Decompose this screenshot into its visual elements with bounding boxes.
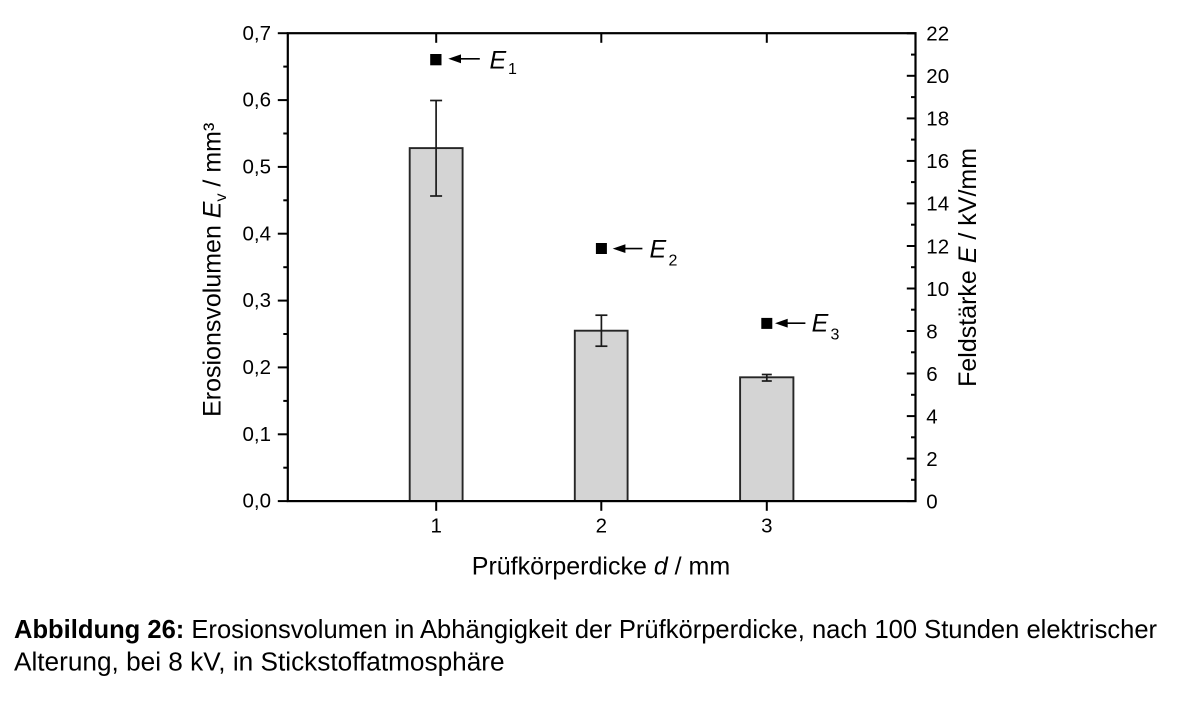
svg-text:0,0: 0,0 <box>243 490 272 513</box>
svg-text:2: 2 <box>926 448 937 471</box>
svg-text:Feldstärke E / kV/mm: Feldstärke E / kV/mm <box>954 148 982 387</box>
svg-text:0,1: 0,1 <box>243 423 272 446</box>
svg-text:0,5: 0,5 <box>243 156 272 179</box>
svg-text:18: 18 <box>926 108 949 131</box>
svg-text:3: 3 <box>761 514 772 537</box>
svg-text:0: 0 <box>926 490 937 513</box>
svg-text:8: 8 <box>926 320 937 343</box>
svg-text:16: 16 <box>926 150 949 173</box>
svg-text:0,4: 0,4 <box>243 222 272 245</box>
svg-text:0,2: 0,2 <box>243 356 272 379</box>
svg-text:20: 20 <box>926 65 949 88</box>
svg-text:Erosionsvolumen Ev / mm³: Erosionsvolumen Ev / mm³ <box>199 123 231 417</box>
svg-text:E: E <box>812 309 829 337</box>
svg-text:12: 12 <box>926 235 949 258</box>
svg-text:3: 3 <box>831 326 840 343</box>
svg-text:Alterung, bei 8 kV, in Stickst: Alterung, bei 8 kV, in Stickstoffatmosph… <box>14 647 505 677</box>
svg-text:22: 22 <box>926 23 949 46</box>
svg-text:1: 1 <box>508 61 517 78</box>
svg-text:1: 1 <box>430 514 441 537</box>
svg-text:Prüfkörperdicke d / mm: Prüfkörperdicke d / mm <box>472 552 730 580</box>
svg-text:0,7: 0,7 <box>243 22 272 45</box>
svg-text:10: 10 <box>926 278 949 301</box>
svg-text:E: E <box>650 236 667 264</box>
svg-text:6: 6 <box>926 363 937 386</box>
svg-text:0,3: 0,3 <box>243 289 272 312</box>
svg-text:4: 4 <box>926 405 937 428</box>
svg-text:E: E <box>490 47 507 75</box>
svg-text:Abbildung 26: Erosionsvolumen: Abbildung 26: Erosionsvolumen in Abhängi… <box>14 616 1158 644</box>
svg-text:0,6: 0,6 <box>243 89 272 112</box>
svg-text:14: 14 <box>926 193 949 216</box>
svg-text:2: 2 <box>669 253 678 270</box>
svg-text:2: 2 <box>596 514 607 537</box>
